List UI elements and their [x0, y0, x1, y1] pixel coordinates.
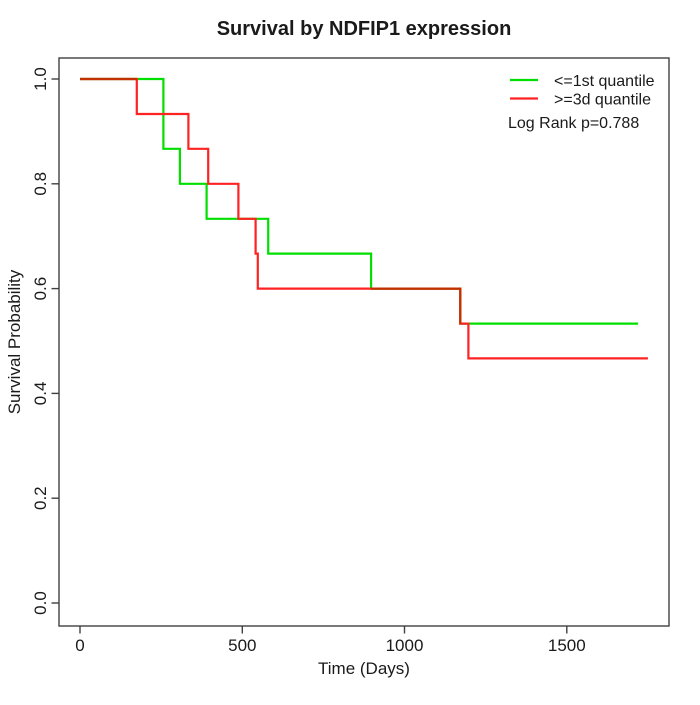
- survival-curve-third-quantile: [80, 77, 648, 360]
- plot-border: [58, 57, 670, 627]
- y-tick-label: 0.8: [31, 172, 50, 196]
- legend-label-first-quantile: <=1st quantile: [554, 73, 655, 90]
- y-axis-title: Survival Probability: [5, 269, 24, 414]
- axis-ticks: 0 500 1000 1500 0.0 0.2 0.4 0.6 0.8 1.0: [31, 67, 586, 655]
- legend: <=1st quantile >=3d quantile: [510, 73, 655, 109]
- chart-title: Survival by NDFIP1 expression: [217, 18, 512, 40]
- x-axis-title: Time (Days): [318, 659, 410, 678]
- y-tick-label: 0.2: [31, 486, 50, 510]
- y-tick-label: 0.6: [31, 277, 50, 301]
- logrank-annotation: Log Rank p=0.788: [508, 115, 639, 132]
- y-tick-label: 0.4: [31, 382, 50, 406]
- x-tick-label: 500: [228, 636, 256, 655]
- x-tick-label: 1000: [386, 636, 424, 655]
- curve-overlap-segment: [371, 287, 462, 324]
- x-tick-label: 1500: [548, 636, 586, 655]
- x-tick-label: 0: [75, 636, 84, 655]
- survival-curves: [80, 77, 648, 360]
- legend-label-third-quantile: >=3d quantile: [554, 92, 651, 109]
- y-tick-label: 0.0: [31, 591, 50, 615]
- y-tick-label: 1.0: [31, 67, 50, 91]
